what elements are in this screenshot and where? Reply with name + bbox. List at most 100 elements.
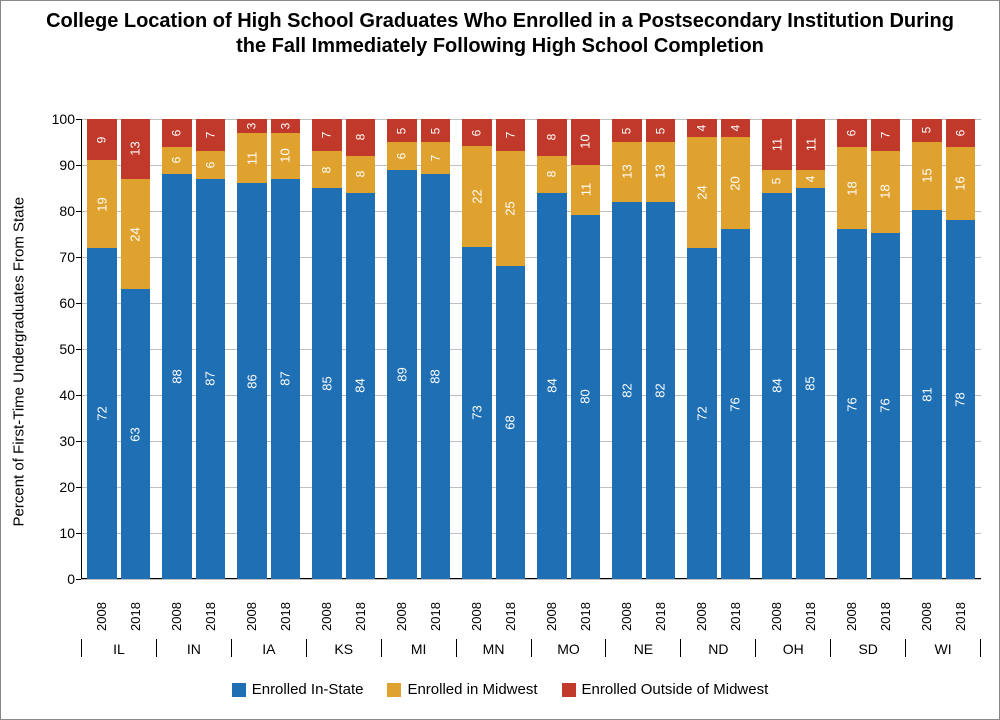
- bar-segment-in_state: 63: [121, 289, 151, 579]
- y-tick-mark: [76, 487, 81, 488]
- state-label: OH: [755, 639, 830, 657]
- bar-value-label: 7: [428, 155, 442, 162]
- bar-segment-midwest: 11: [237, 133, 267, 184]
- bar: 82 13 5: [612, 119, 642, 579]
- year-label: 2018: [271, 581, 301, 624]
- bar-segment-outside: 4: [687, 119, 717, 137]
- bar-value-label: 7: [320, 132, 334, 139]
- bar-value-label: 63: [128, 427, 143, 441]
- bar-segment-midwest: 20: [721, 137, 751, 229]
- year-label: 2008: [312, 581, 342, 624]
- bar: 73226: [462, 119, 492, 579]
- bar-segment-midwest: 13: [646, 142, 676, 202]
- y-tick-label: 90: [59, 157, 75, 173]
- year-label: 2008: [612, 581, 642, 624]
- bar-value-label: 78: [953, 392, 968, 406]
- bar-value-label: 5: [620, 127, 634, 134]
- bar-group: 7224476204: [681, 119, 756, 579]
- year-label: 2018: [646, 581, 676, 624]
- bar-value-label: 85: [319, 376, 334, 390]
- bar-segment-outside: 6: [837, 119, 867, 147]
- year-label-pair: 20082018: [681, 581, 756, 624]
- bar-value-label: 4: [695, 125, 709, 132]
- bar-value-label: 87: [278, 372, 293, 386]
- bar-segment-midwest: 11: [571, 165, 601, 215]
- year-label: 2018: [421, 581, 451, 624]
- bar: 81155: [912, 119, 942, 579]
- x-axis-state-labels: ILINIAKSMIMNMONENDOHSDWI: [81, 639, 981, 657]
- y-tick-mark: [76, 395, 81, 396]
- bar-value-label: 16: [953, 176, 968, 190]
- bar-segment-midwest: 8: [312, 151, 342, 188]
- bar: 8488: [346, 119, 376, 579]
- bar-value-label: 7: [878, 132, 892, 139]
- bar-segment-midwest: 18: [837, 147, 867, 230]
- bar-segment-outside: 3: [271, 119, 301, 133]
- year-label-pair: 20082018: [81, 581, 156, 624]
- bar-segment-outside: 11: [796, 119, 826, 170]
- bar-segment-in_state: 81: [912, 210, 942, 579]
- bar: 87103: [271, 119, 301, 579]
- bar: 8866: [162, 119, 192, 579]
- bar-value-label: 82: [619, 383, 634, 397]
- bar-segment-in_state: 85: [796, 188, 826, 579]
- bar-value-label: 84: [544, 379, 559, 393]
- bar-value-label: 81: [919, 387, 934, 401]
- bar-value-label: 84: [353, 379, 368, 393]
- chart-title: College Location of High School Graduate…: [1, 1, 999, 59]
- bar-segment-midwest: 18: [871, 151, 901, 233]
- bar-segment-outside: 7: [312, 119, 342, 151]
- bar-group: 7618676187: [831, 119, 906, 579]
- state-label: IN: [156, 639, 231, 657]
- bar: 85411: [796, 119, 826, 579]
- y-tick-label: 50: [59, 341, 75, 357]
- plot-area: 7219963241388668767861138710385878488896…: [81, 119, 981, 579]
- bar-segment-in_state: 78: [946, 220, 976, 579]
- bar-value-label: 22: [469, 189, 484, 203]
- bar: 78 16 6: [946, 119, 976, 579]
- bar-segment-in_state: 88: [162, 174, 192, 579]
- bar-value-label: 13: [619, 165, 634, 179]
- bar: 84511: [762, 119, 792, 579]
- bar-segment-midwest: 6: [162, 147, 192, 175]
- bar-segment-outside: 8: [537, 119, 567, 156]
- bar-value-label: 68: [503, 415, 518, 429]
- bar-value-label: 3: [278, 123, 292, 130]
- bar: 85 8 7: [312, 119, 342, 579]
- bar: 8488: [537, 119, 567, 579]
- bar-segment-outside: 6: [946, 119, 976, 147]
- y-tick-label: 40: [59, 387, 75, 403]
- bar-value-label: 86: [244, 374, 259, 388]
- bar-segment-in_state: 87: [196, 179, 226, 579]
- bar-group: 8611387103: [231, 119, 306, 579]
- bar-group: 8488801110: [531, 119, 606, 579]
- bar: 76 18 6: [837, 119, 867, 579]
- bar-segment-outside: 5: [387, 119, 417, 142]
- bar-segment-outside: 6: [462, 119, 492, 146]
- year-label-pair: 20082018: [231, 581, 306, 624]
- bar-value-label: 3: [245, 123, 259, 130]
- state-label: KS: [306, 639, 381, 657]
- state-label: WI: [905, 639, 981, 657]
- bar-value-label: 72: [694, 406, 709, 420]
- bar-value-label: 18: [844, 181, 859, 195]
- year-label: 2008: [87, 581, 117, 624]
- bar-value-label: 6: [395, 152, 409, 159]
- year-label: 2018: [121, 581, 151, 624]
- bar-value-label: 5: [428, 127, 442, 134]
- bar: 72199: [87, 119, 117, 579]
- y-axis-title: Percent of First-Time Undergraduates Fro…: [11, 197, 28, 527]
- bar-group: 81155 78 16 6: [906, 119, 981, 579]
- year-label: 2018: [871, 581, 901, 624]
- bar-value-label: 6: [170, 129, 184, 136]
- bar-value-label: 24: [128, 227, 143, 241]
- year-label: 2008: [837, 581, 867, 624]
- year-label-pair: 20082018: [756, 581, 831, 624]
- bar-group: 7322668257: [456, 119, 531, 579]
- bar-segment-in_state: 76: [837, 229, 867, 579]
- bar-segment-in_state: 80: [571, 215, 601, 579]
- bar-value-label: 25: [503, 201, 518, 215]
- y-tick-label: 10: [59, 525, 75, 541]
- bar-value-label: 6: [845, 129, 859, 136]
- year-label: 2008: [687, 581, 717, 624]
